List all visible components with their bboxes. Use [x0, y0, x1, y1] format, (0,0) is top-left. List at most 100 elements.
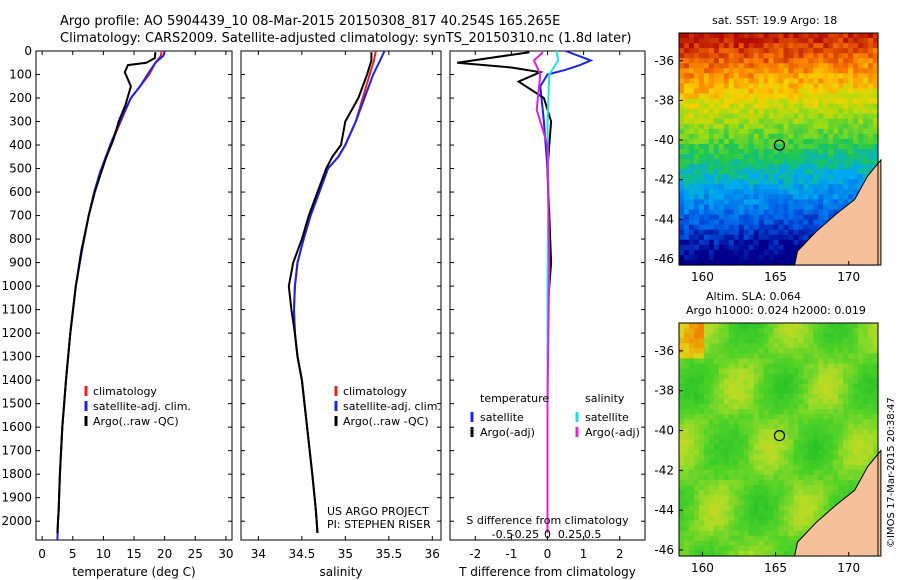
heatmap-cell — [793, 368, 799, 375]
heatmap-cell — [783, 224, 790, 231]
heatmap-cell — [743, 490, 750, 496]
heatmap-cell — [838, 184, 844, 190]
heatmap-cell — [783, 419, 790, 425]
heatmap-cell — [688, 393, 695, 400]
heatmap-cell — [823, 358, 829, 365]
heatmap-cell — [698, 368, 705, 375]
heatmap-cell — [698, 249, 705, 256]
heatmap-cell — [708, 525, 715, 532]
heatmap-cell — [853, 343, 859, 349]
heatmap-cell — [683, 83, 690, 90]
heatmap-cell — [768, 113, 775, 120]
heatmap-cell — [788, 328, 795, 334]
heatmap-cell — [813, 363, 819, 370]
heatmap-cells — [679, 33, 879, 266]
heatmap-cell — [763, 169, 770, 175]
heatmap-cell — [828, 98, 834, 105]
heatmap-cell — [738, 138, 745, 145]
heatmap-cell — [848, 348, 854, 354]
heatmap-cell — [728, 249, 735, 256]
heatmap-cell — [863, 63, 869, 69]
heatmap-cell — [768, 159, 775, 165]
heatmap-cell — [758, 138, 765, 145]
heatmap-cell — [778, 388, 785, 395]
heatmap-cell — [793, 88, 799, 95]
heatmap-cell — [723, 194, 730, 201]
heatmap-cell — [793, 454, 799, 461]
heatmap-cell — [833, 118, 839, 125]
heatmap-cell — [723, 179, 730, 185]
heatmap-cell — [718, 439, 725, 446]
heatmap-cell — [713, 449, 720, 456]
heatmap-cell — [793, 459, 799, 466]
heatmap-cell — [868, 98, 874, 105]
heatmap-cell — [803, 194, 809, 201]
heatmap-cell — [688, 43, 695, 49]
heatmap-cell — [728, 68, 735, 74]
heatmap-cell — [818, 480, 824, 486]
heatmap-cell — [823, 169, 829, 175]
heatmap-cell — [793, 224, 799, 231]
heatmap-cell — [853, 419, 859, 425]
heatmap-cell — [733, 118, 740, 125]
heatmap-cell — [738, 495, 745, 501]
heatmap-cell — [738, 224, 745, 231]
heatmap-cell — [683, 244, 690, 251]
heatmap-cell — [698, 128, 705, 135]
heatmap-cell — [748, 510, 755, 517]
heatmap-cell — [838, 363, 844, 370]
heatmap-cell — [713, 398, 720, 405]
heatmap-cell — [793, 343, 799, 349]
heatmap-cell — [718, 480, 725, 486]
heatmap-cell — [723, 103, 730, 110]
heatmap-cell — [688, 149, 695, 155]
heatmap-cell — [808, 194, 814, 201]
heatmap-cell — [808, 328, 814, 334]
heatmap-cell — [793, 444, 799, 451]
heatmap-cell — [723, 169, 730, 175]
heatmap-cell — [858, 434, 864, 441]
heatmap-cell — [683, 149, 690, 155]
heatmap-cell — [713, 133, 720, 140]
heatmap-cell — [833, 358, 839, 365]
heatmap-cell — [768, 449, 775, 456]
heatmap-cell — [873, 133, 879, 140]
heatmap-cell — [708, 480, 715, 486]
heatmap-cell — [853, 68, 859, 74]
heatmap-cell — [768, 373, 775, 380]
heatmap-cell — [868, 138, 874, 145]
heatmap-cell — [778, 164, 785, 170]
heatmap-cell — [698, 353, 705, 360]
heatmap-cell — [828, 444, 834, 451]
heatmap-cell — [703, 348, 710, 354]
heatmap-cell — [763, 58, 770, 64]
heatmap-cell — [813, 464, 819, 471]
heatmap-cell — [818, 93, 824, 100]
heatmap-cell — [803, 348, 809, 354]
heatmap-cell — [773, 480, 780, 486]
heatmap-cell — [688, 123, 695, 130]
heatmap-cell — [748, 388, 755, 395]
heatmap-cell — [828, 500, 834, 506]
heatmap-cell — [738, 434, 745, 441]
heatmap-cell — [708, 490, 715, 496]
heatmap-cell — [783, 323, 790, 329]
heatmap-cell — [833, 43, 839, 49]
heatmap-cell — [708, 219, 715, 226]
heatmap-cell — [723, 495, 730, 501]
heatmap-cell — [808, 459, 814, 466]
x-tick-label: 165 — [764, 270, 787, 284]
heatmap-cell — [679, 464, 685, 471]
heatmap-cell — [798, 73, 804, 79]
heatmap-cell — [828, 184, 834, 190]
y-tick-label: -40 — [654, 424, 674, 438]
heatmap-cell — [738, 348, 745, 354]
heatmap-cell — [758, 249, 765, 256]
heatmap-cell — [778, 133, 785, 140]
heatmap-cell — [823, 194, 829, 201]
heatmap-cell — [748, 439, 755, 446]
heatmap-cell — [748, 454, 755, 461]
heatmap-cell — [803, 53, 809, 59]
heatmap-cell — [753, 338, 760, 344]
heatmap-cell — [808, 93, 814, 100]
